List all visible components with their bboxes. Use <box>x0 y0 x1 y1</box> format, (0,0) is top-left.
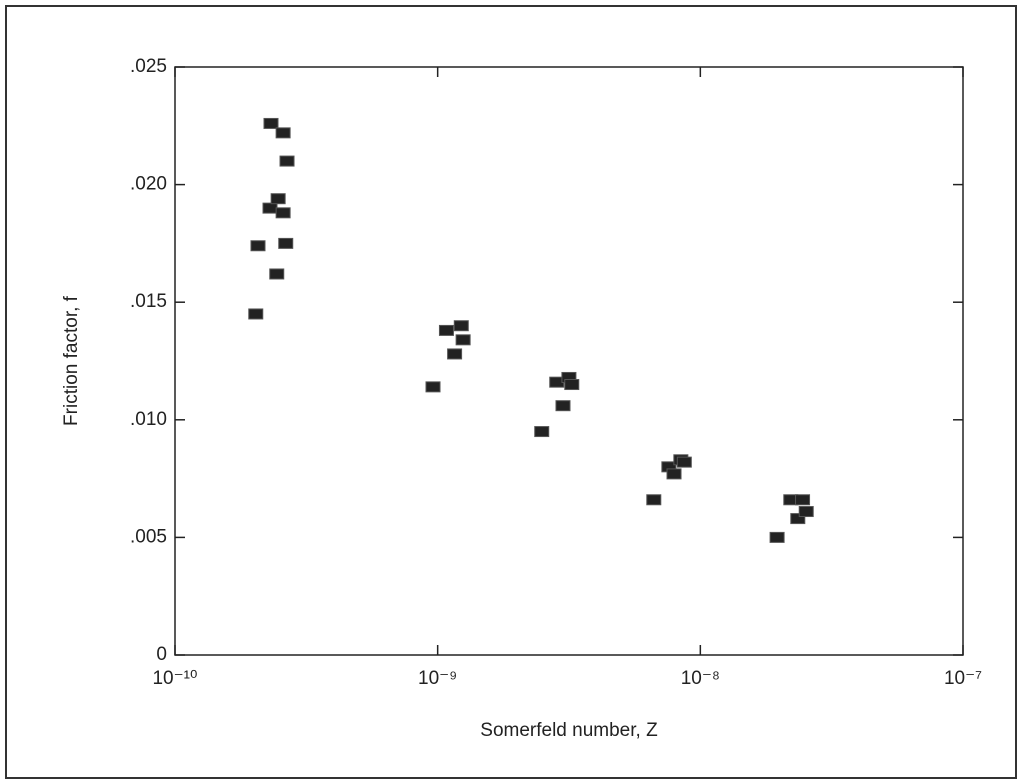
point <box>263 117 279 129</box>
point <box>250 240 266 252</box>
point <box>555 400 571 412</box>
point <box>279 155 295 167</box>
y-tick-label: .015 <box>130 291 167 312</box>
point <box>534 426 550 438</box>
y-tick-label: .005 <box>130 526 167 547</box>
plot-area <box>174 66 964 656</box>
x-tick-label: 10⁻⁹ <box>418 668 457 689</box>
point <box>447 348 463 360</box>
point <box>646 494 662 506</box>
point <box>425 381 441 393</box>
x-axis-label: Somerfeld number, Z <box>480 720 658 741</box>
point <box>270 193 286 205</box>
point <box>564 379 580 391</box>
frame <box>5 5 1017 779</box>
point <box>790 513 806 525</box>
x-tick-label: 10⁻¹⁰ <box>152 668 197 689</box>
point <box>278 237 294 249</box>
y-tick-label: .025 <box>130 56 167 77</box>
y-tick-label: .020 <box>130 174 167 195</box>
y-axis-label: Friction factor, f <box>61 295 82 426</box>
point <box>275 127 291 139</box>
point <box>248 308 264 320</box>
y-tick-label: 0 <box>156 644 167 665</box>
x-tick-label: 10⁻⁸ <box>681 668 720 689</box>
x-tick-label: 10⁻⁷ <box>944 668 982 689</box>
y-tick-label: .010 <box>130 409 167 430</box>
point <box>453 320 469 332</box>
point <box>795 494 811 506</box>
point <box>798 506 814 518</box>
point <box>262 202 278 214</box>
point <box>269 268 285 280</box>
point <box>275 207 291 219</box>
point <box>438 324 454 336</box>
point <box>666 468 682 480</box>
point <box>769 531 785 543</box>
point <box>455 334 471 346</box>
point <box>676 456 692 468</box>
